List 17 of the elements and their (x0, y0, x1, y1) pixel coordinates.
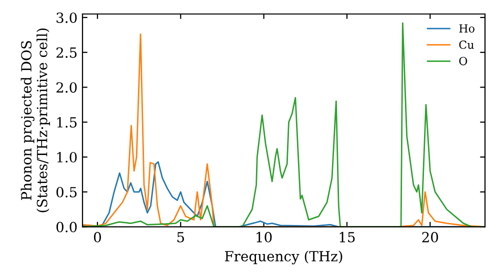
x-tick-label: 20 (422, 232, 438, 242)
y-tick-label: 0.0 (56, 222, 77, 232)
y-tick-label: 0.5 (56, 186, 77, 198)
y-axis-title: Phonon projected DOS (States/THz·primitive cell) (20, 28, 50, 212)
legend-label: O (459, 56, 468, 66)
y-tick-label: 1.0 (57, 152, 77, 163)
legend-label: Ho (459, 24, 474, 33)
x-tick-label: 15 (340, 232, 355, 242)
y-tick-label: 2.5 (56, 47, 77, 58)
x-tick-label: 5 (177, 232, 184, 242)
y-tick-label: 2.0 (56, 82, 77, 93)
x-tick-label: 10 (256, 232, 272, 242)
x-tick-label: 0 (94, 232, 101, 242)
legend-label: Cu (459, 40, 474, 49)
y-tick-label: 3.0 (56, 12, 77, 23)
y-tick-label: 1.5 (57, 117, 77, 128)
x-axis-title: Frequency (THz) (224, 250, 342, 264)
